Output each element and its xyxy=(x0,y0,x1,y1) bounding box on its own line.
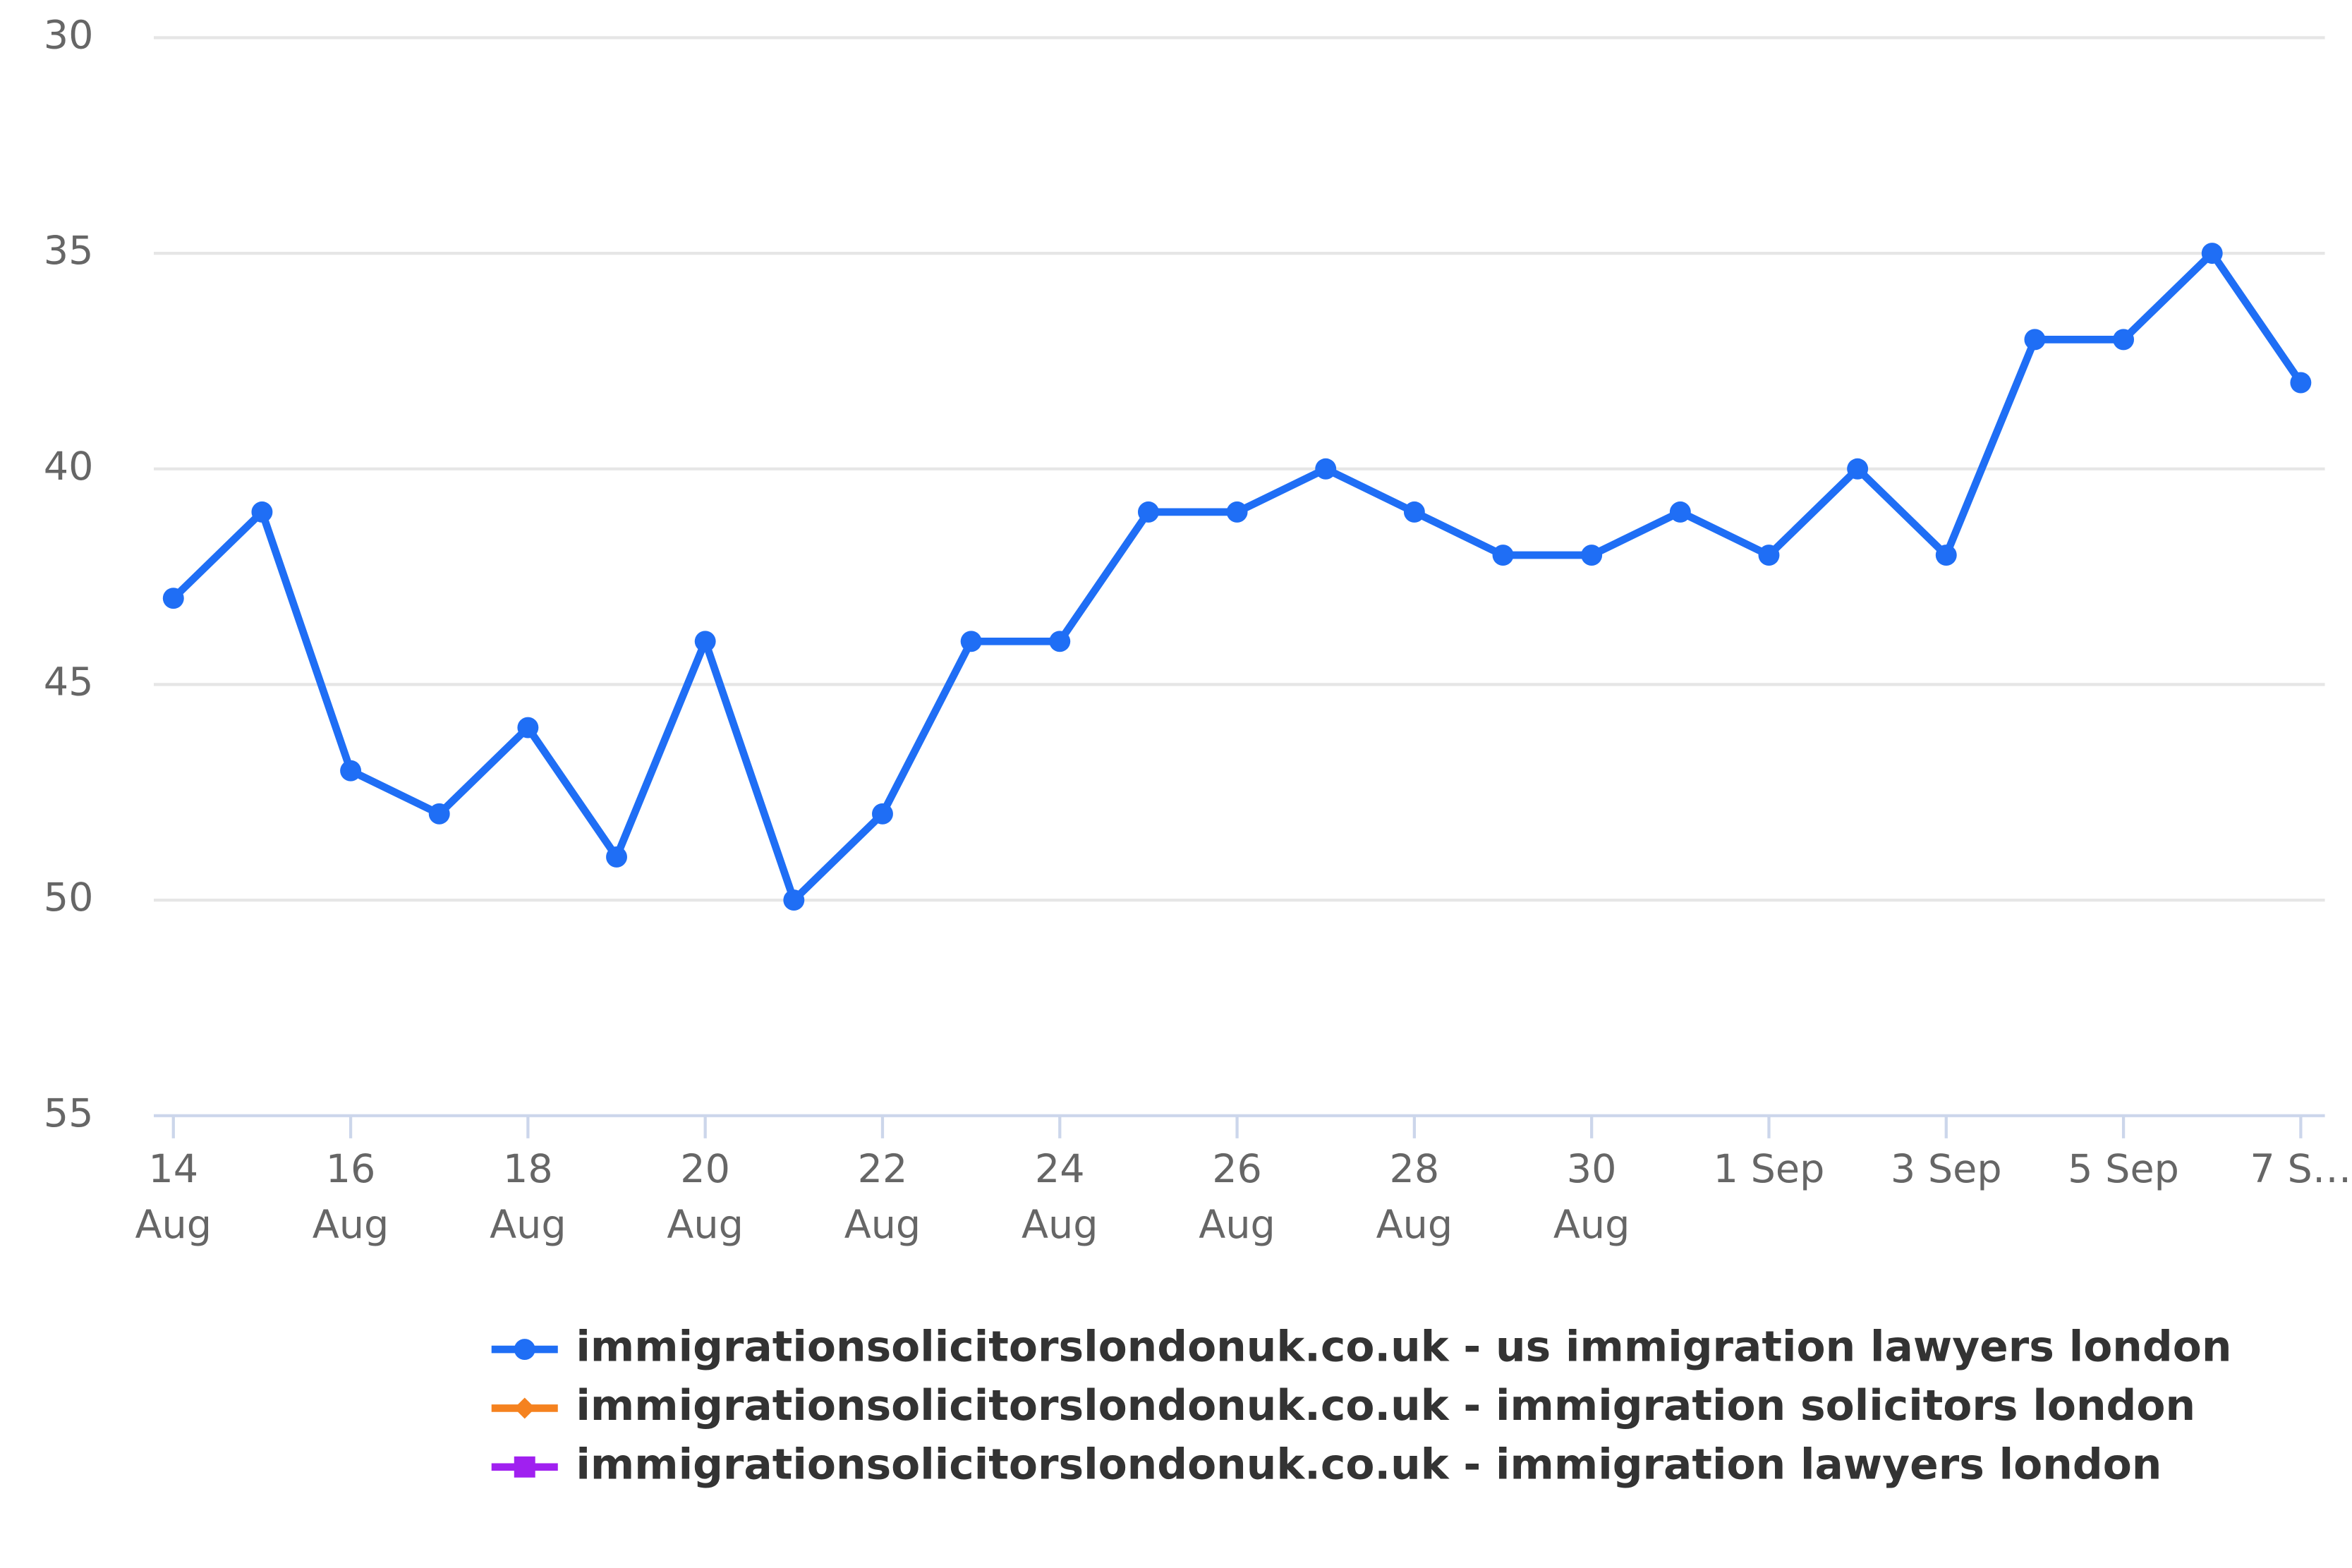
y-tick-label: 45 xyxy=(44,660,94,705)
x-tick-label: 3 Sep xyxy=(1890,1147,2002,1193)
marker xyxy=(2201,243,2223,265)
marker xyxy=(872,803,893,825)
legend-label: immigrationsolicitorslondonuk.co.uk - im… xyxy=(576,1381,2195,1430)
marker xyxy=(960,631,982,652)
marker xyxy=(251,501,273,523)
marker xyxy=(1669,501,1691,523)
marker xyxy=(428,803,450,825)
x-tick-label: 24 Aug xyxy=(1021,1147,1098,1248)
marker xyxy=(340,760,362,782)
marker xyxy=(606,846,627,868)
marker xyxy=(514,1397,535,1419)
x-tick-label: 18 Aug xyxy=(490,1147,566,1248)
marker xyxy=(1049,631,1071,652)
marker xyxy=(514,1339,535,1361)
marker xyxy=(1847,458,1869,480)
y-tick-label: 55 xyxy=(44,1090,94,1136)
marker xyxy=(1226,501,1248,523)
x-tick-label: 14 Aug xyxy=(135,1147,212,1248)
marker xyxy=(517,717,539,739)
y-tick-label: 30 xyxy=(44,13,94,59)
y-tick-label: 35 xyxy=(44,228,94,274)
x-tick-label: 22 Aug xyxy=(844,1147,921,1248)
marker xyxy=(1403,501,1425,523)
marker xyxy=(1758,545,1780,566)
marker xyxy=(783,889,805,911)
marker xyxy=(1492,545,1514,566)
x-tick-label: 20 Aug xyxy=(667,1147,744,1248)
marker xyxy=(1315,458,1337,480)
x-tick-label: 1 Sep xyxy=(1713,1147,1825,1193)
legend-label: immigrationsolicitorslondonuk.co.uk - im… xyxy=(576,1440,2162,1489)
x-tick-label: 30 Aug xyxy=(1553,1147,1630,1248)
marker xyxy=(694,631,716,652)
x-tick-label: 5 Sep xyxy=(2068,1147,2179,1193)
marker xyxy=(1935,545,1957,566)
marker xyxy=(1581,545,1603,566)
x-tick-label: 7 S… xyxy=(2250,1147,2352,1193)
marker xyxy=(2024,329,2046,351)
marker xyxy=(2113,329,2135,351)
marker xyxy=(162,588,184,609)
marker xyxy=(1137,501,1159,523)
legend-label: immigrationsolicitorslondonuk.co.uk - us… xyxy=(576,1323,2231,1372)
marker xyxy=(514,1456,535,1478)
marker xyxy=(2290,372,2312,394)
y-tick-label: 50 xyxy=(44,875,94,920)
x-tick-label: 26 Aug xyxy=(1199,1147,1275,1248)
x-tick-label: 28 Aug xyxy=(1376,1147,1453,1248)
x-tick-label: 16 Aug xyxy=(312,1147,389,1248)
y-tick-label: 40 xyxy=(44,444,94,490)
series-line xyxy=(171,249,2304,904)
